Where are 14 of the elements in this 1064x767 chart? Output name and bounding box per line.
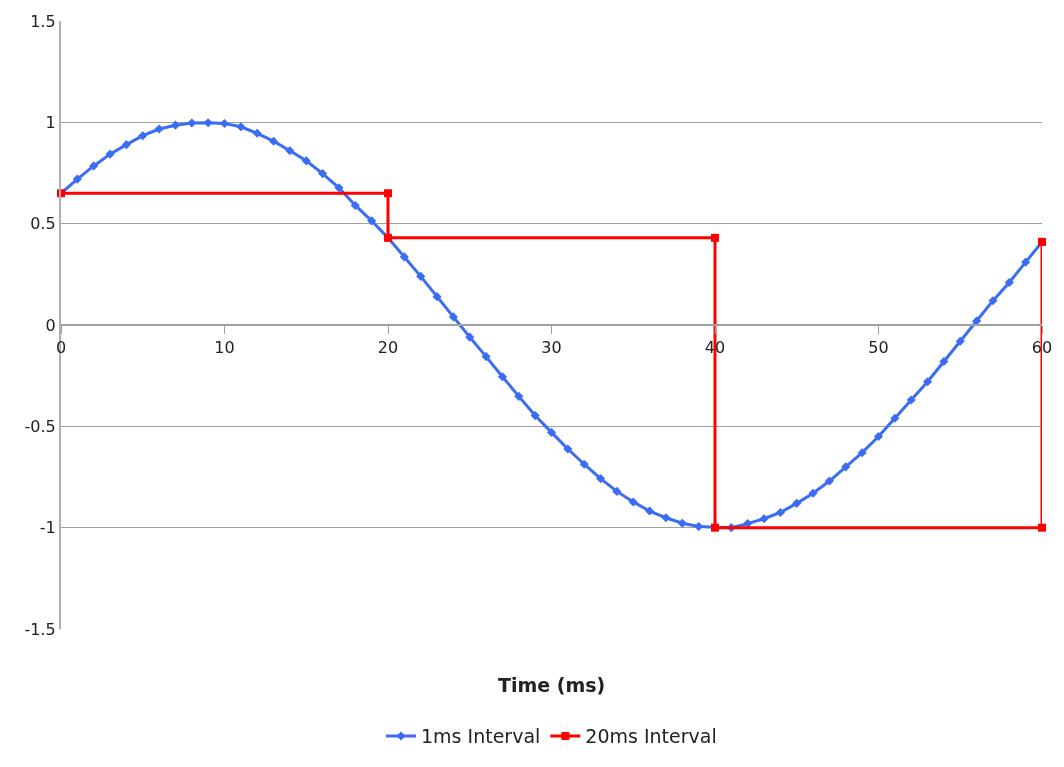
y-tick-label: -1.5 xyxy=(24,619,56,639)
x-axis-title: Time (ms) xyxy=(498,674,606,696)
y-tick-label: 0 xyxy=(45,315,56,335)
y-tick-label: 1.5 xyxy=(30,11,56,31)
y-tick-label: -1 xyxy=(39,518,56,538)
x-tick-label: 50 xyxy=(868,337,889,357)
y-tick-label: -0.5 xyxy=(24,416,56,436)
x-tick-label: 30 xyxy=(541,337,562,357)
x-tick-label: 10 xyxy=(214,337,235,357)
y-tick-label: 1 xyxy=(45,112,56,132)
legend-label: 1ms Interval xyxy=(421,725,541,748)
legend-label: 20ms Interval xyxy=(585,725,717,748)
x-tick-label: 20 xyxy=(377,337,399,357)
y-tick-label: 0.5 xyxy=(30,214,56,234)
